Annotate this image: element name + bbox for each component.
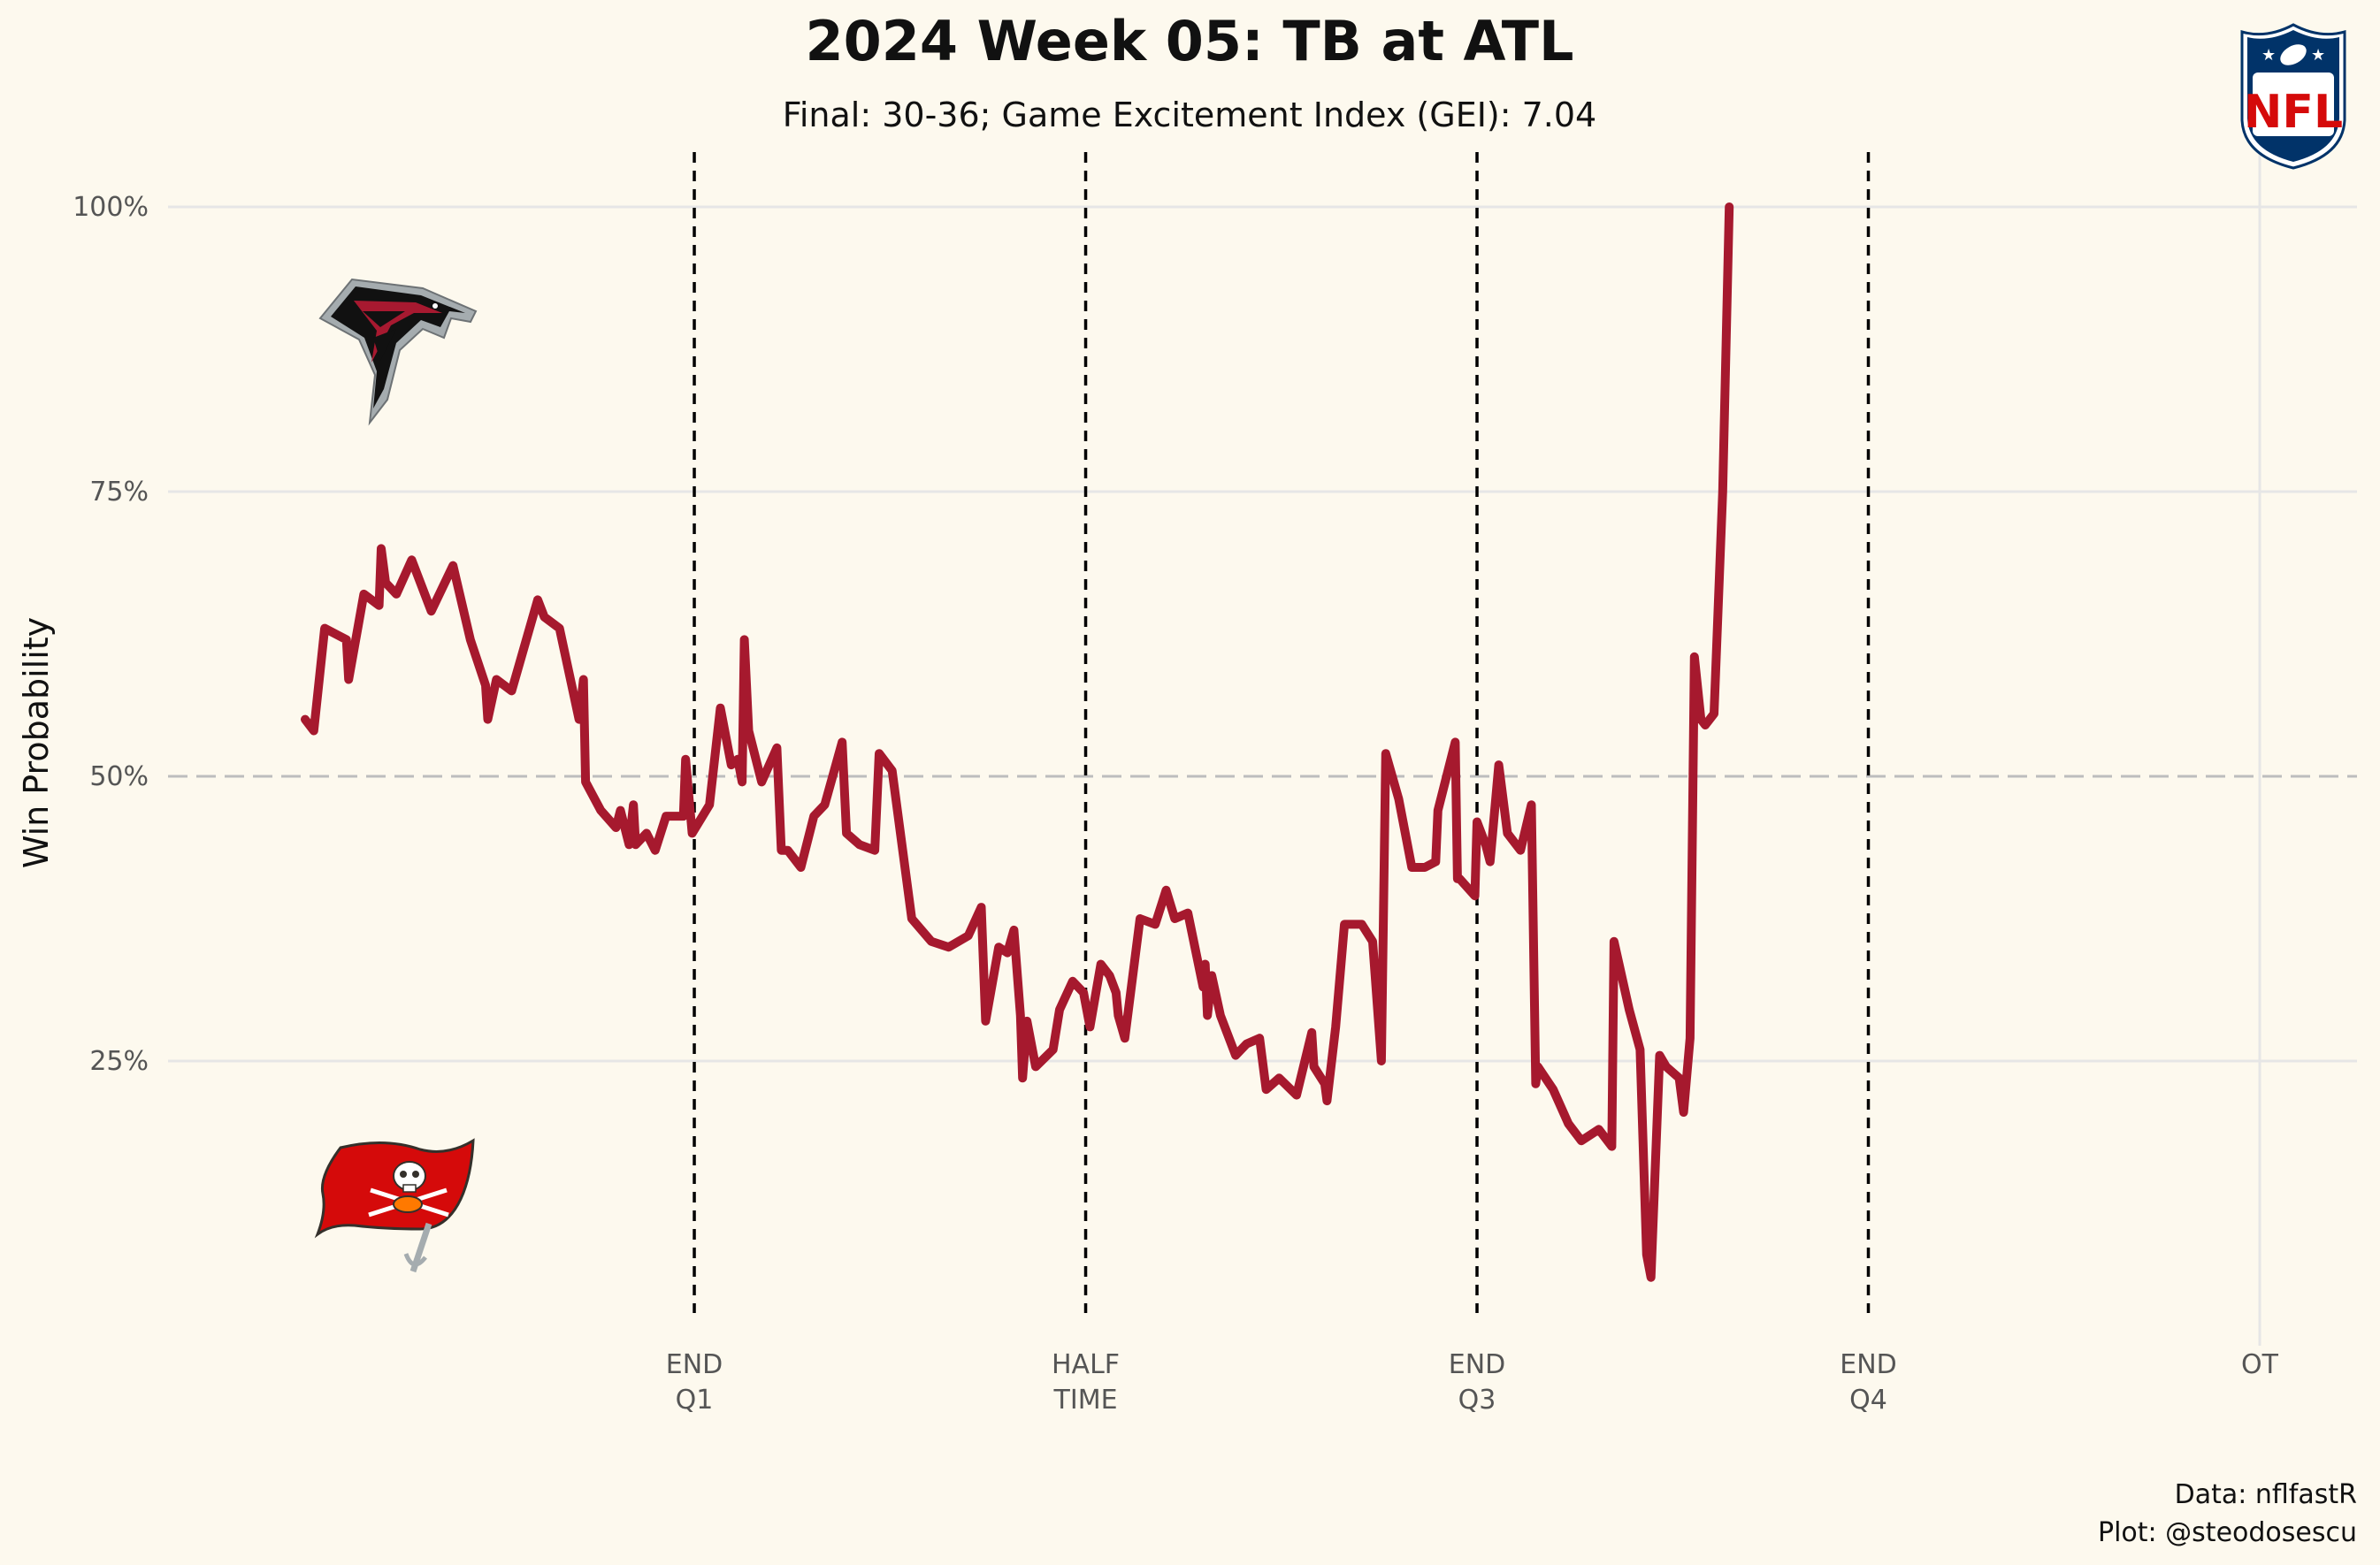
x-tick-label: END <box>1449 1349 1506 1380</box>
y-axis-label: Win Probability <box>17 617 56 868</box>
x-tick-label: END <box>666 1349 723 1380</box>
plot-author-caption: Plot: @steodosescu <box>2098 1517 2357 1548</box>
chart-title: 2024 Week 05: TB at ATL <box>805 9 1573 73</box>
x-tick-label-line2: Q4 <box>1849 1385 1887 1416</box>
y-tick-label: 75% <box>89 477 149 508</box>
svg-text:★: ★ <box>2311 46 2325 65</box>
x-axis-ticks: END Q1 HALF TIME END Q3 END Q4 OT <box>666 1349 2279 1416</box>
x-tick-label-line2: Q3 <box>1458 1385 1496 1416</box>
data-source-caption: Data: nflfastR <box>2175 1479 2357 1510</box>
grid-lines <box>168 154 2357 1346</box>
series-layer <box>301 202 1734 1282</box>
x-tick-label-line2: Q1 <box>676 1385 714 1416</box>
y-axis-ticks: 25% 50% 75% 100% <box>73 192 149 1077</box>
chart-subtitle: Final: 30-36; Game Excitement Index (GEI… <box>783 95 1596 134</box>
tampa-bay-buccaneers-flag-logo <box>314 1138 475 1273</box>
y-tick-label: 100% <box>73 192 149 223</box>
x-tick-label: END <box>1840 1349 1897 1380</box>
y-tick-label: 50% <box>89 761 149 792</box>
x-tick-label: HALF <box>1052 1349 1120 1380</box>
x-tick-label: OT <box>2241 1349 2279 1380</box>
nfl-shield-logo: NFL ★ ★ <box>2240 23 2346 170</box>
win-probability-line <box>301 202 1734 1282</box>
y-tick-label: 25% <box>89 1046 149 1077</box>
quarter-marker-layer <box>693 152 1871 1313</box>
svg-text:★: ★ <box>2261 46 2276 65</box>
nfl-shield-text: NFL <box>2244 86 2343 139</box>
x-tick-label-line2: TIME <box>1053 1385 1118 1416</box>
atlanta-falcons-logo <box>318 278 478 426</box>
